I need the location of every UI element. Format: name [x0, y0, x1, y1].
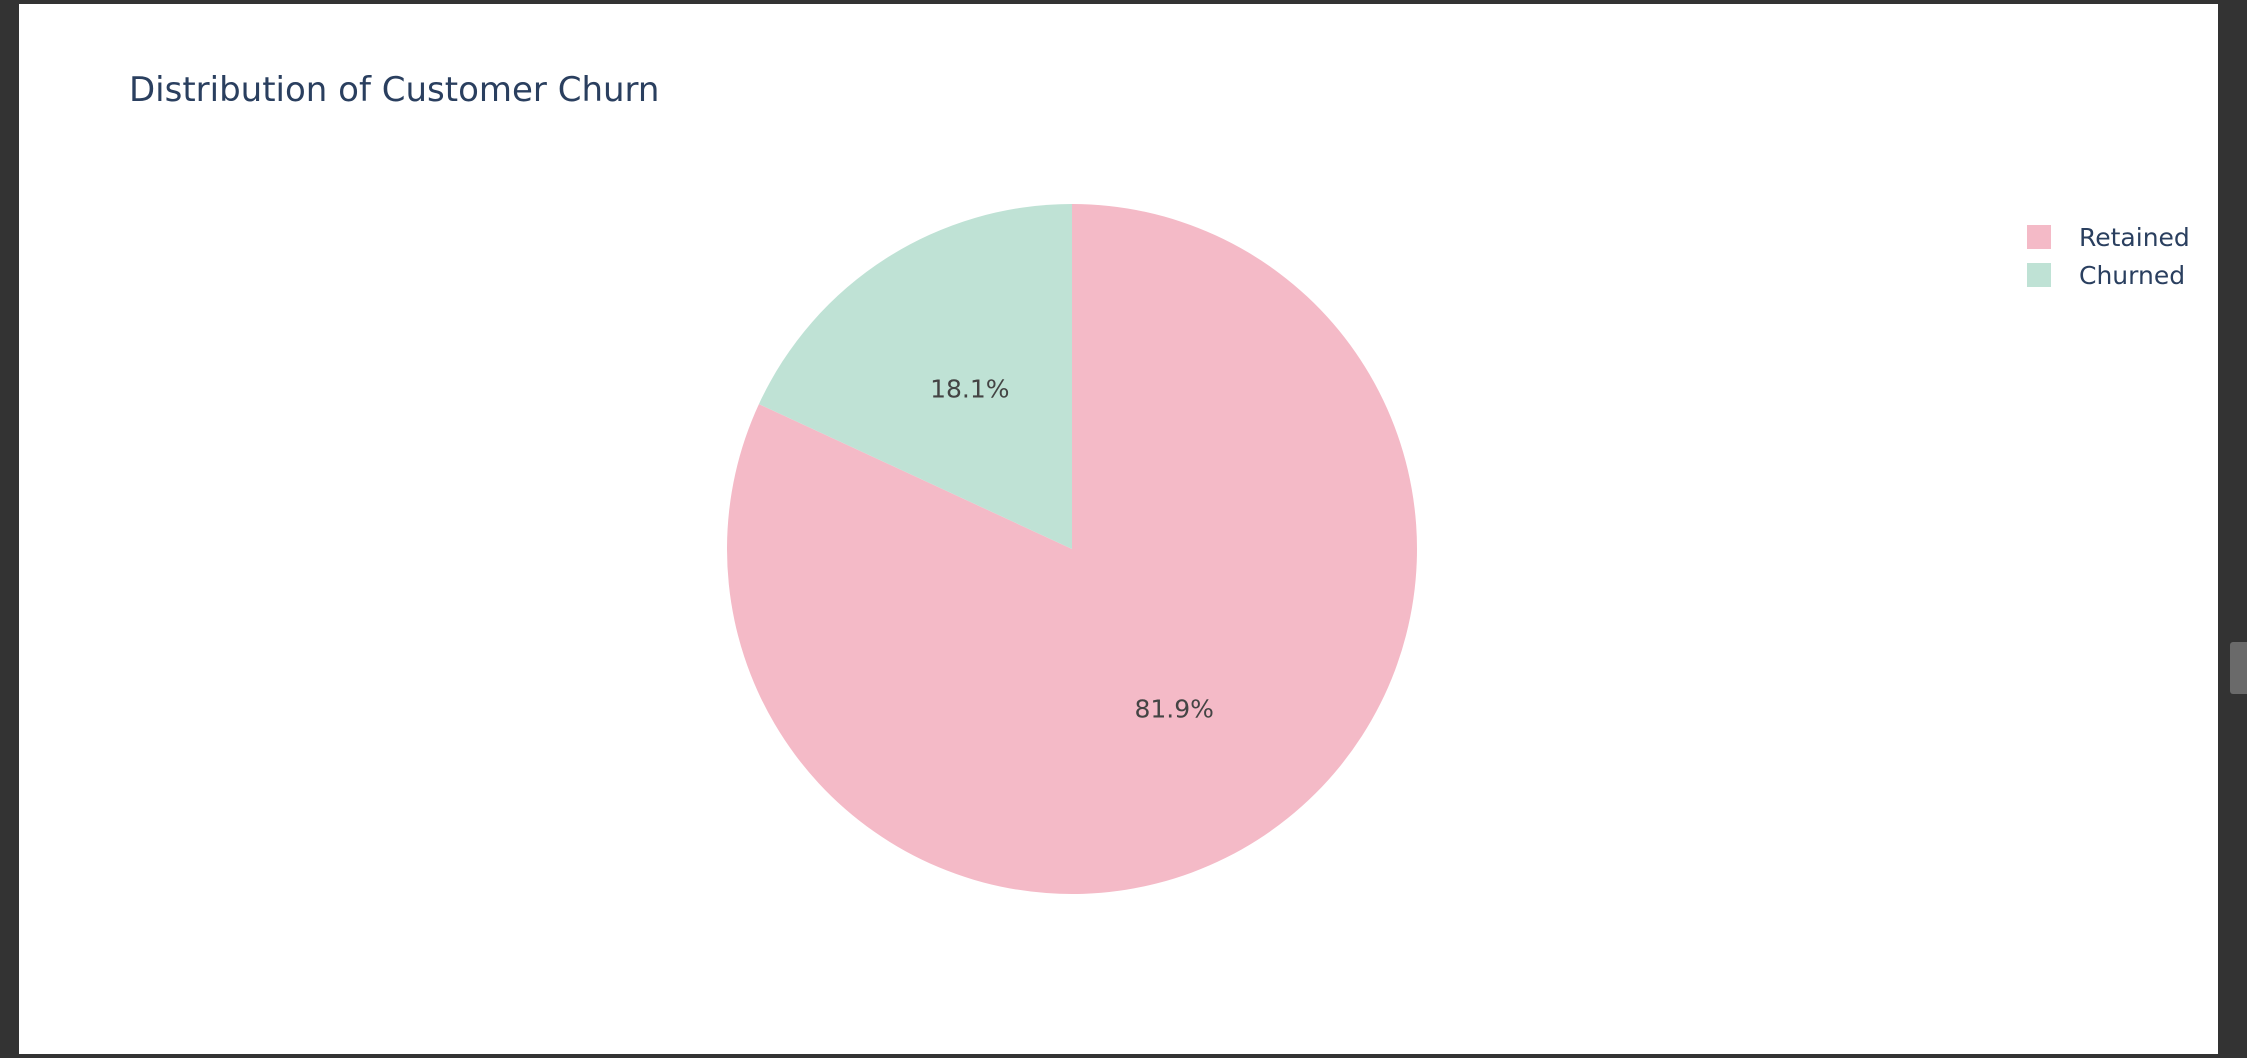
chart-title: Distribution of Customer Churn — [129, 70, 660, 110]
pie-chart: 81.9% 18.1% — [726, 204, 1417, 894]
legend-swatch-retained — [2027, 225, 2051, 249]
legend-label-churned: Churned — [2079, 260, 2186, 290]
legend-item-churned[interactable]: Churned — [2027, 256, 2190, 294]
legend-swatch-churned — [2027, 263, 2051, 287]
slice-label-churned: 18.1% — [930, 375, 1009, 404]
pie-slice-churned[interactable] — [758, 204, 1072, 549]
chart-panel: Distribution of Customer Churn 81.9% 18.1… — [19, 4, 2218, 1054]
legend-label-retained: Retained — [2079, 222, 2190, 252]
slice-label-retained: 81.9% — [1134, 694, 1213, 723]
legend: Retained Churned — [2027, 218, 2190, 294]
legend-item-retained[interactable]: Retained — [2027, 218, 2190, 256]
scrollbar-handle[interactable] — [2230, 642, 2247, 694]
